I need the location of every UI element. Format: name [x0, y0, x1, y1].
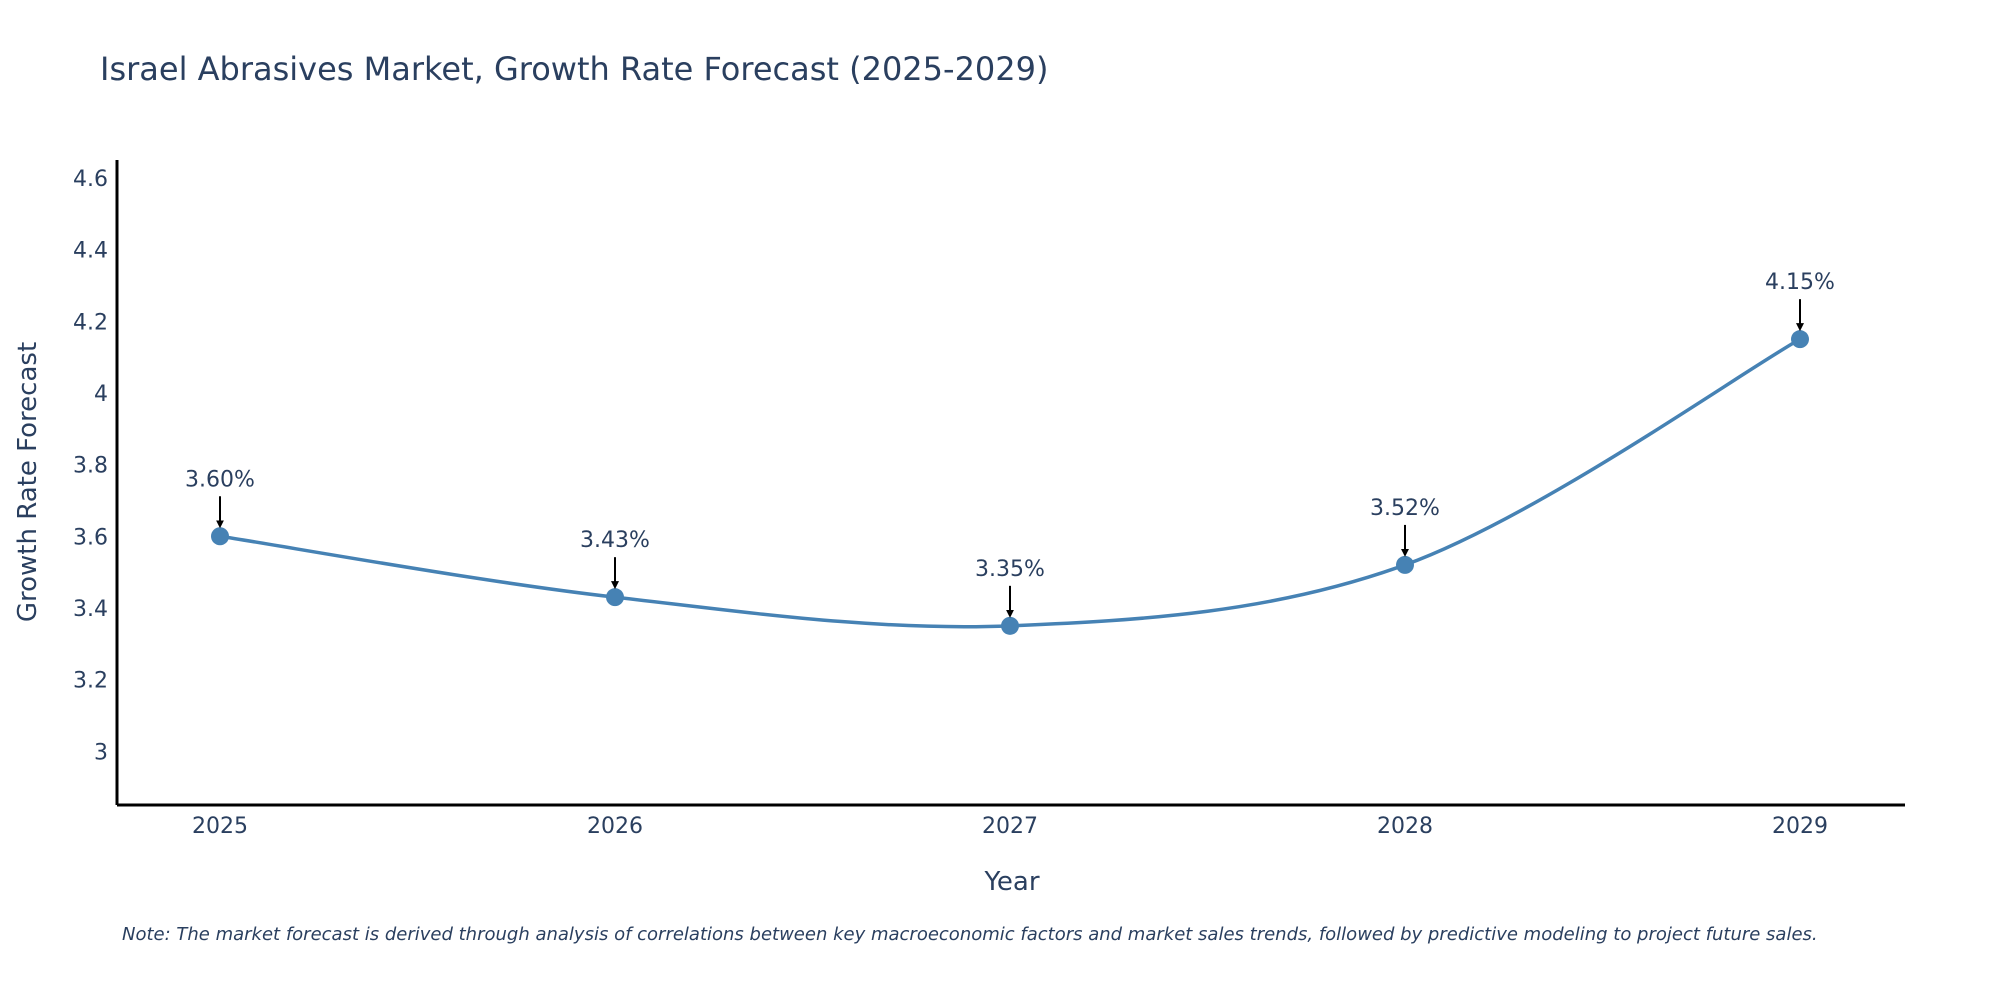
y-tick-label: 3.6 — [73, 525, 108, 550]
chart-note: Note: The market forecast is derived thr… — [122, 924, 1818, 945]
y-tick-label: 3.2 — [73, 669, 108, 694]
x-tick-label: 2026 — [587, 814, 643, 839]
y-axis-title: Growth Rate Forecast — [13, 342, 43, 622]
y-tick-label: 3 — [94, 740, 108, 765]
data-points — [211, 330, 1809, 635]
data-label: 4.15% — [1765, 270, 1835, 295]
data-label: 3.52% — [1370, 496, 1440, 521]
y-tick-label: 4.6 — [73, 167, 108, 192]
data-label: 3.60% — [185, 467, 255, 492]
y-tick-label: 4.2 — [73, 310, 108, 335]
y-tick-label: 3.8 — [73, 454, 108, 479]
data-point — [606, 588, 624, 607]
x-axis-title: Year — [983, 867, 1039, 897]
x-tick-label: 2029 — [1772, 814, 1828, 839]
y-axis-ticks: 3 3.2 3.4 3.6 3.8 4 4.2 4.4 4.6 — [73, 167, 108, 765]
data-point — [1791, 330, 1809, 349]
y-tick-label: 4 — [94, 382, 108, 407]
y-tick-label: 4.4 — [73, 239, 108, 264]
data-point — [211, 527, 229, 546]
series-line — [219, 337, 1801, 629]
data-label: 3.43% — [580, 528, 650, 553]
y-tick-label: 3.4 — [73, 597, 108, 622]
data-point — [1001, 616, 1019, 635]
chart-title: Israel Abrasives Market, Growth Rate For… — [100, 50, 1048, 88]
x-axis-ticks: 2025 2026 2027 2028 2029 — [192, 814, 1828, 839]
x-tick-label: 2025 — [192, 814, 248, 839]
x-tick-label: 2027 — [982, 814, 1038, 839]
data-point — [1396, 555, 1414, 574]
data-annotations: 3.60% 3.43% 3.35% 3.52% 4.15% — [185, 270, 1835, 618]
x-tick-label: 2028 — [1377, 814, 1433, 839]
data-label: 3.35% — [975, 557, 1045, 582]
